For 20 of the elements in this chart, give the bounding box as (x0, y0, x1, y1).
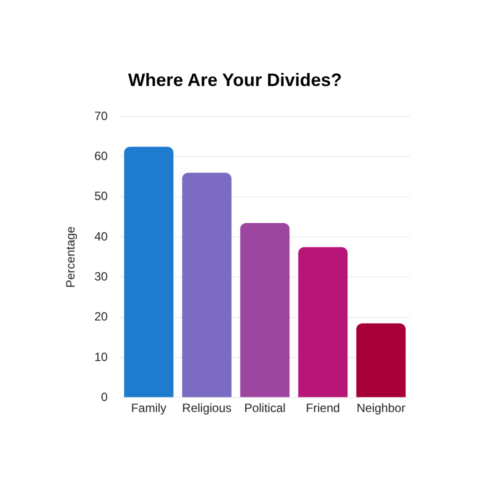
chart-title: Where Are Your Divides? (128, 70, 342, 90)
y-tick-label: 30 (94, 269, 108, 284)
y-tick-label: 0 (101, 390, 108, 404)
x-tick-label: Neighbor (356, 401, 406, 416)
y-tick-label: 20 (94, 310, 108, 324)
x-tick-label: Family (131, 401, 166, 416)
y-tick-label: 10 (94, 350, 108, 364)
bar (182, 172, 232, 398)
bar (240, 222, 290, 398)
x-tick-label: Religious (182, 401, 232, 416)
bar (356, 323, 406, 398)
y-tick-label: 60 (94, 149, 108, 164)
bar (298, 247, 348, 398)
y-tick-label: 50 (94, 189, 108, 204)
y-tick-label: 70 (94, 108, 108, 123)
x-tick-label: Friend (306, 401, 340, 416)
bar (124, 146, 174, 398)
y-tick-label: 40 (94, 229, 108, 244)
x-tick-label: Political (244, 401, 286, 416)
y-axis-title: Percentage (64, 226, 78, 288)
